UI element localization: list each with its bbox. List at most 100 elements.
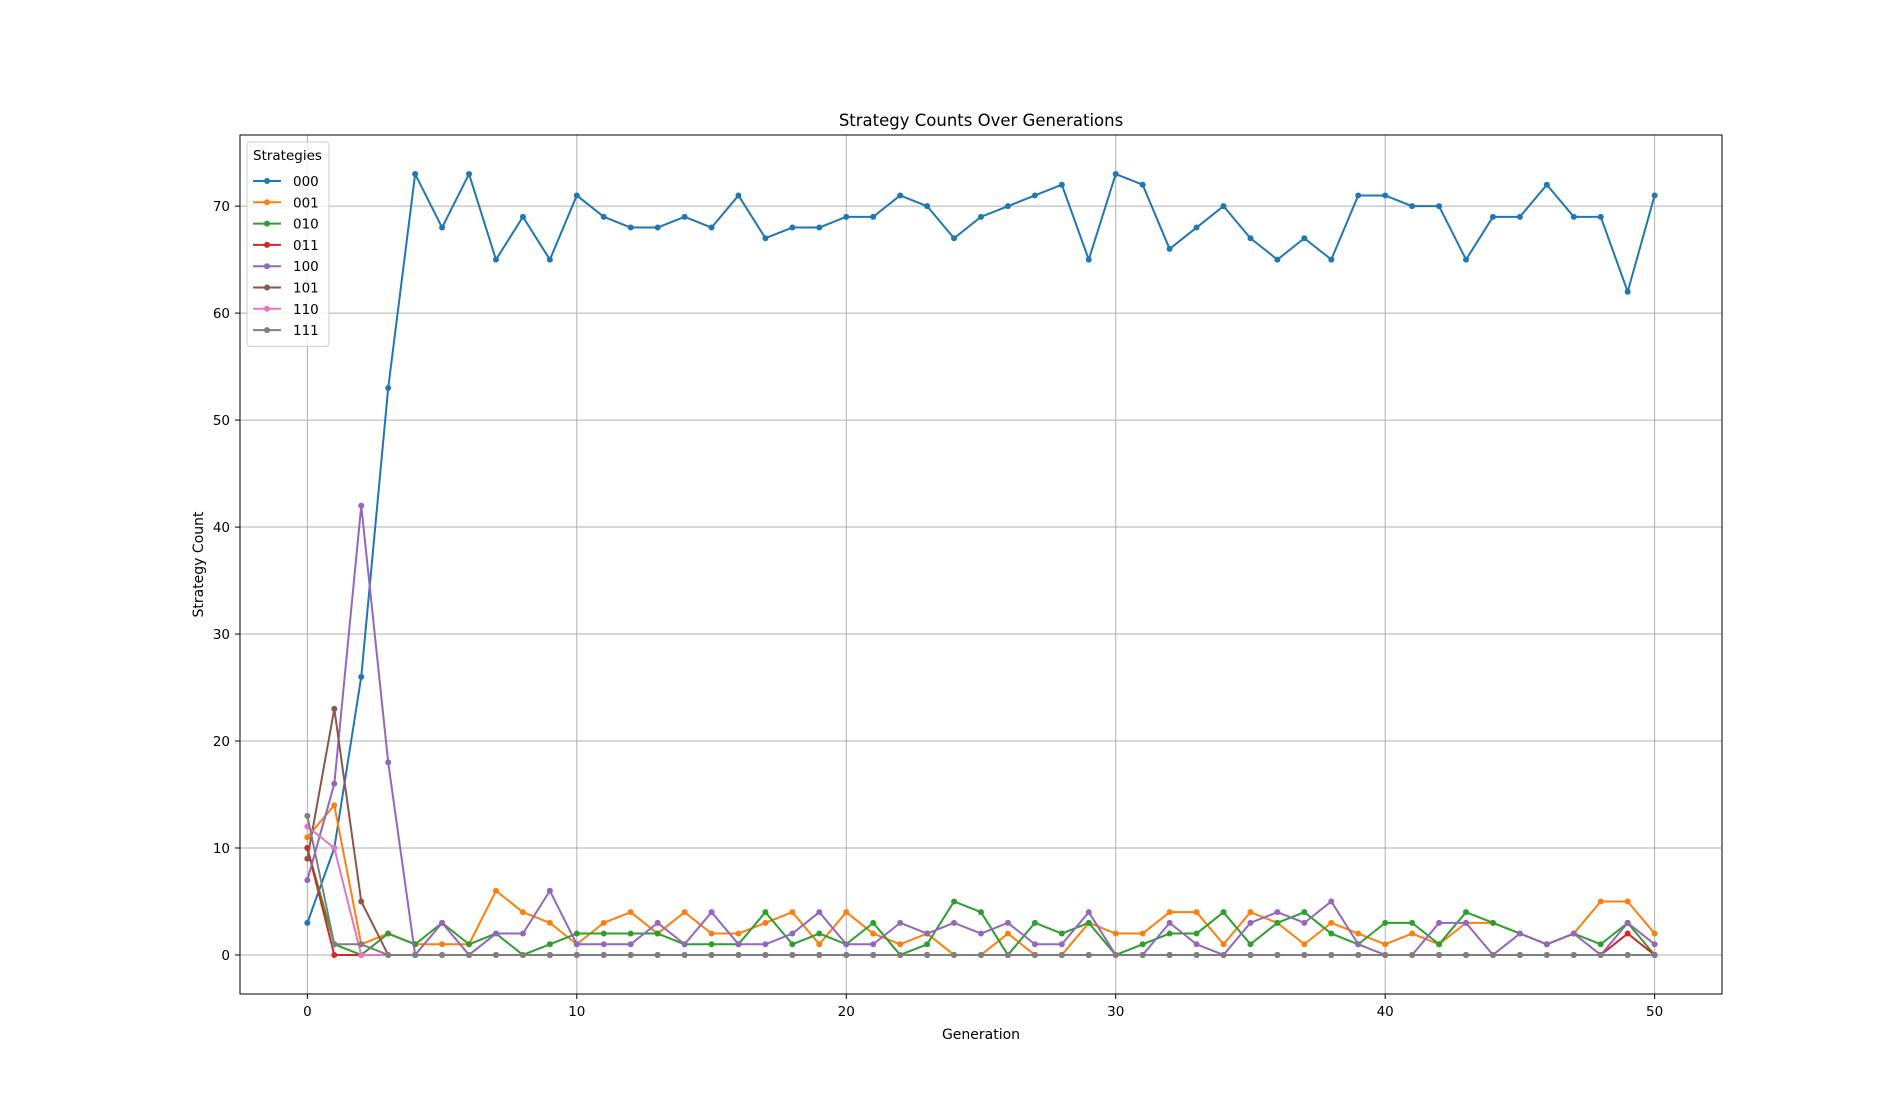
data-point (1247, 909, 1254, 916)
y-tick-label: 50 (213, 413, 230, 429)
data-point (1328, 930, 1335, 937)
data-point (1543, 951, 1550, 958)
data-point (358, 673, 365, 680)
data-point (735, 192, 742, 199)
data-point (439, 919, 446, 926)
data-point (304, 919, 311, 926)
data-point (870, 213, 877, 220)
legend-swatch-marker (264, 284, 270, 291)
data-point (304, 855, 311, 862)
legend-label: 001 (293, 195, 319, 211)
data-point (870, 951, 877, 958)
data-point (304, 834, 311, 841)
legend-label: 010 (293, 217, 319, 233)
y-axis-label: Strategy Count (191, 511, 207, 618)
data-point (1166, 919, 1173, 926)
data-point (870, 919, 877, 926)
data-point (1570, 951, 1577, 958)
data-point (331, 941, 338, 948)
data-point (1058, 930, 1065, 937)
data-point (654, 951, 661, 958)
data-point (1436, 951, 1443, 958)
data-point (1651, 941, 1658, 948)
data-point (1058, 181, 1065, 188)
data-point (1624, 951, 1631, 958)
data-point (1301, 951, 1308, 958)
data-point (1004, 203, 1011, 210)
data-point (1220, 951, 1227, 958)
data-point (951, 235, 958, 242)
data-point (331, 780, 338, 787)
data-point (924, 930, 931, 937)
data-point (1597, 941, 1604, 948)
data-point (897, 192, 904, 199)
data-point (762, 941, 769, 948)
data-point (519, 213, 526, 220)
data-point (600, 919, 607, 926)
data-point (1166, 930, 1173, 937)
data-point (1597, 951, 1604, 958)
data-point (1031, 941, 1038, 948)
data-point (897, 919, 904, 926)
data-point (304, 877, 311, 884)
data-point (1085, 919, 1092, 926)
data-point (897, 951, 904, 958)
data-point (1463, 256, 1470, 263)
data-point (546, 951, 553, 958)
data-point (358, 941, 365, 948)
data-point (1247, 941, 1254, 948)
legend-box (246, 141, 330, 347)
data-point (1301, 941, 1308, 948)
data-point (492, 930, 499, 937)
data-point (735, 941, 742, 948)
data-point (708, 941, 715, 948)
data-point (1328, 256, 1335, 263)
data-point (358, 898, 365, 905)
data-point (897, 941, 904, 948)
data-point (1247, 235, 1254, 242)
data-point (951, 951, 958, 958)
data-point (600, 930, 607, 937)
legend-swatch-marker (264, 263, 270, 270)
x-axis-label: Generation (942, 1027, 1020, 1043)
data-point (1409, 930, 1416, 937)
data-point (708, 930, 715, 937)
data-point (385, 384, 392, 391)
data-point (600, 941, 607, 948)
legend-label: 100 (293, 259, 319, 275)
legend-swatch-marker (264, 241, 270, 248)
data-point (466, 171, 473, 178)
data-point (331, 802, 338, 809)
data-point (1328, 898, 1335, 905)
data-point (870, 941, 877, 948)
data-point (1112, 171, 1119, 178)
data-point (1543, 181, 1550, 188)
data-point (519, 951, 526, 958)
data-point (1624, 919, 1631, 926)
data-point (816, 941, 823, 948)
data-point (627, 941, 634, 948)
data-point (573, 930, 580, 937)
data-point (492, 256, 499, 263)
data-point (600, 213, 607, 220)
data-point (1355, 192, 1362, 199)
x-tick-label: 10 (568, 1004, 585, 1020)
data-point (1301, 919, 1308, 926)
legend-swatch-marker (264, 178, 270, 184)
data-point (1004, 919, 1011, 926)
data-point (1489, 951, 1496, 958)
data-point (1031, 951, 1038, 958)
data-point (951, 898, 958, 905)
data-point (627, 930, 634, 937)
data-point (1436, 203, 1443, 210)
legend-label: 011 (293, 238, 319, 254)
data-point (789, 224, 796, 231)
data-point (1193, 941, 1200, 948)
data-point (816, 909, 823, 916)
data-point (1328, 919, 1335, 926)
data-point (627, 224, 634, 231)
y-tick-label: 0 (221, 948, 230, 964)
data-point (1058, 951, 1065, 958)
data-point (951, 919, 958, 926)
